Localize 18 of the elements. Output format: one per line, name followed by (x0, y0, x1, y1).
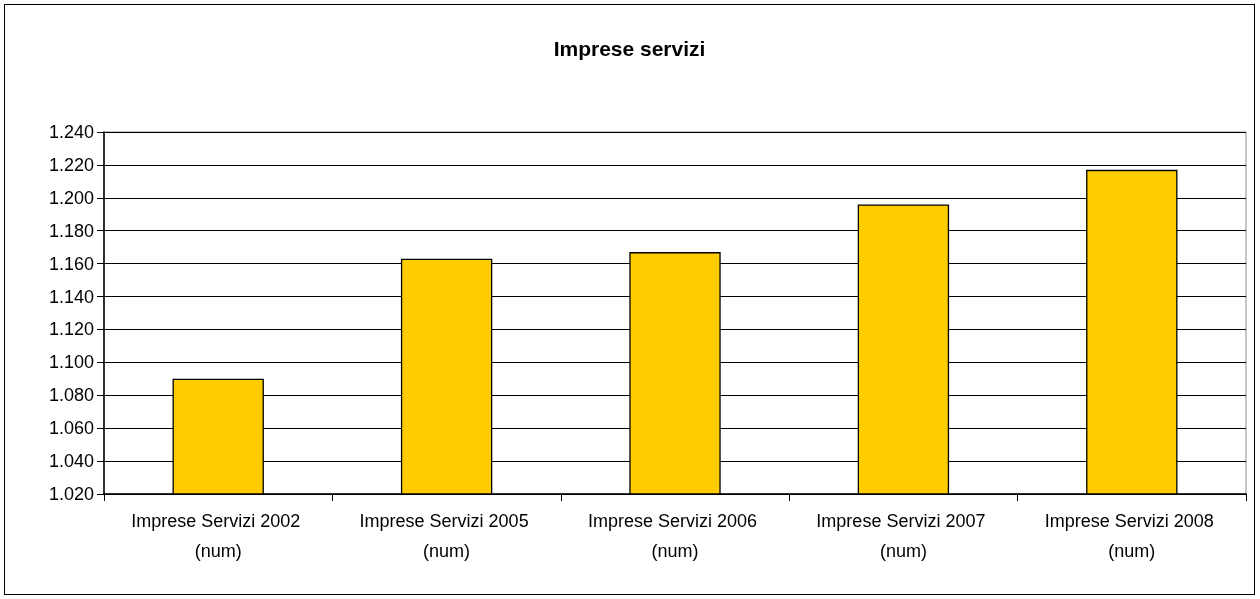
y-tick-label: 1.080 (48, 385, 94, 406)
x-tick-label: Imprese Servizi 2006 (num) (587, 511, 763, 561)
y-tick-label: 1.200 (48, 187, 94, 208)
y-tick-label: 1.240 (48, 122, 94, 142)
y-tick-label: 1.100 (48, 352, 94, 373)
y-tick-label: 1.140 (48, 286, 94, 307)
y-tick-label: 1.220 (48, 154, 94, 175)
y-tick-label: 1.180 (48, 220, 94, 241)
y-tick-label: 1.120 (48, 319, 94, 340)
y-tick-label: 1.020 (48, 484, 94, 504)
y-tick-label: 1.040 (48, 451, 94, 472)
x-tick-label: Imprese Servizi 2007 (num) (816, 511, 991, 561)
x-tick-label: Imprese Servizi 2005 (num) (359, 511, 534, 561)
chart-title: Imprese servizi (553, 37, 706, 60)
y-tick-label: 1.160 (48, 253, 94, 274)
x-tick-label: Imprese Servizi 2008 (num) (1044, 511, 1219, 561)
y-tick-label: 1.060 (48, 418, 94, 439)
x-tick-label: Imprese Servizi 2002 (num) (131, 511, 306, 561)
